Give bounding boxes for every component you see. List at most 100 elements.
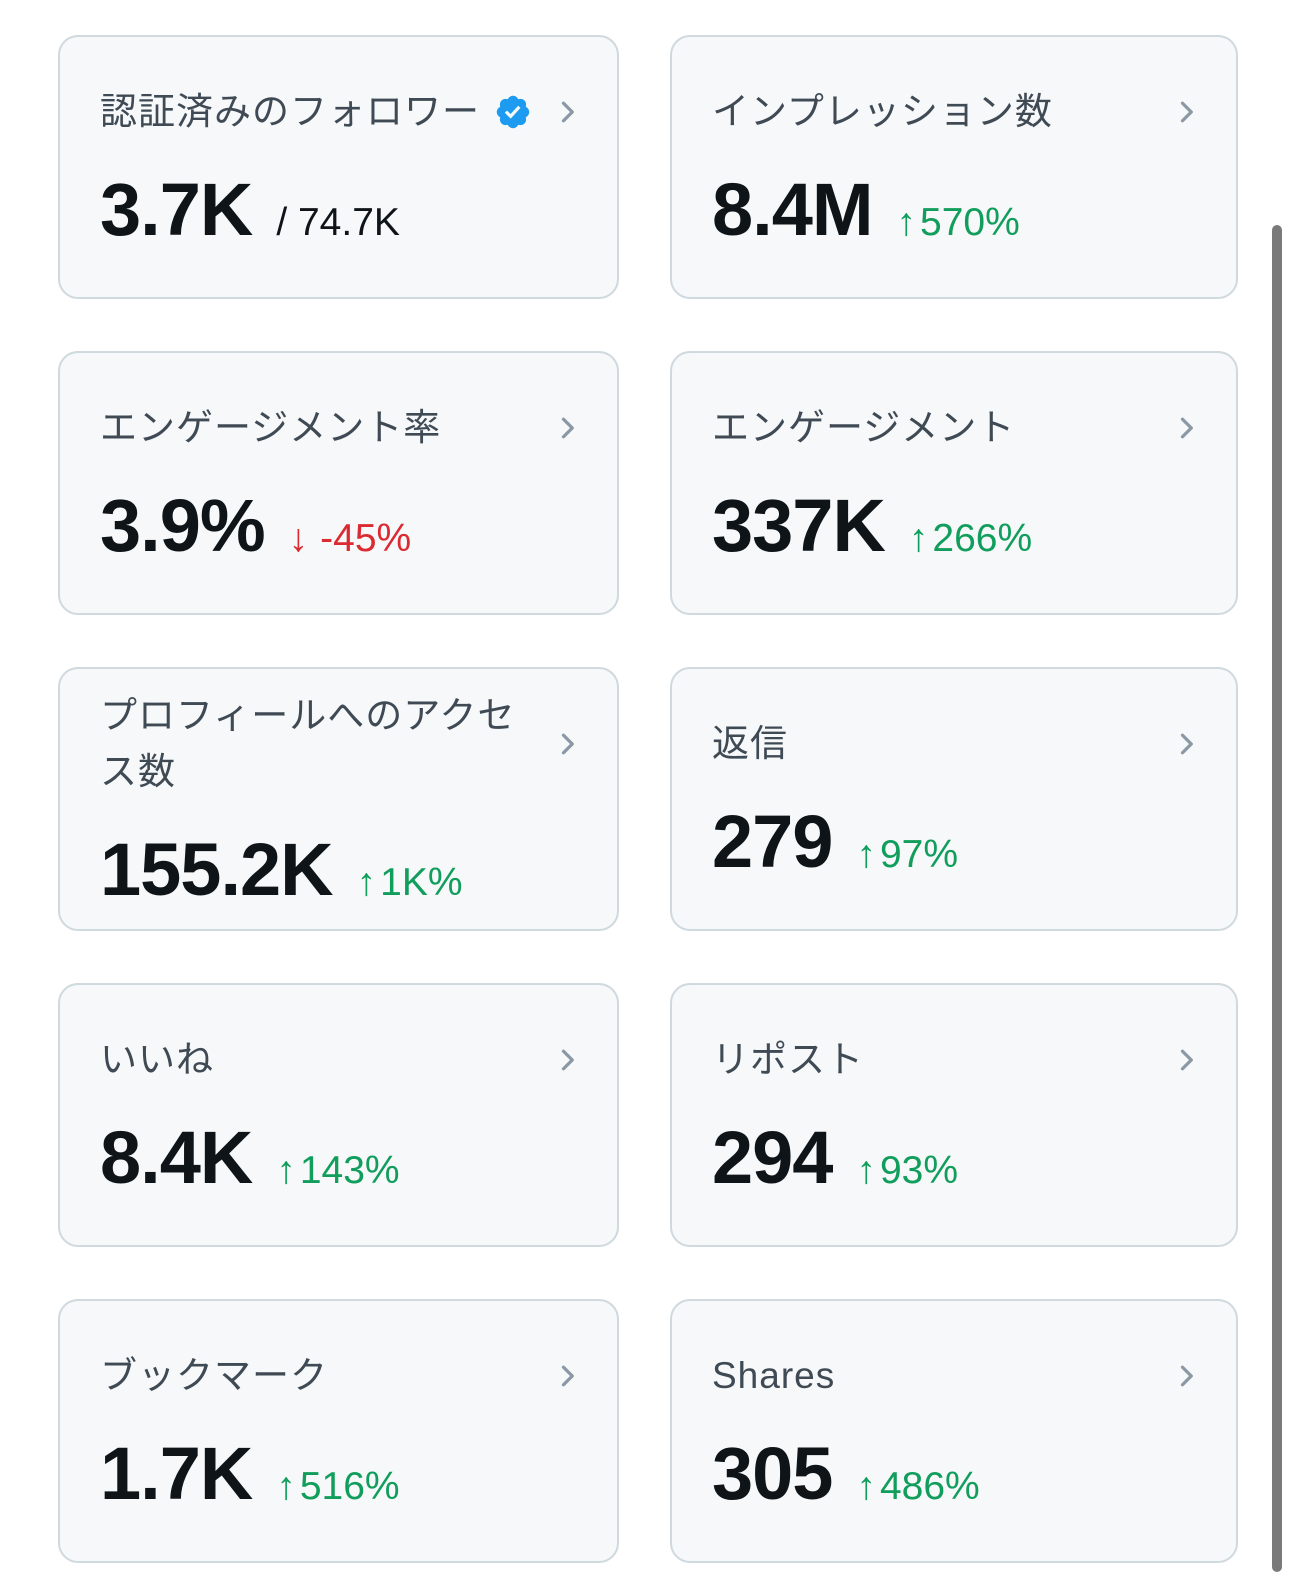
delta-value: 486% bbox=[879, 1465, 980, 1508]
metric-value-row: 279 ↑ 97% bbox=[712, 802, 1200, 882]
metric-value: 8.4M bbox=[712, 168, 874, 251]
metric-total: / 74.7K bbox=[276, 201, 400, 244]
metric-value: 305 bbox=[712, 1432, 833, 1515]
metric-delta: ↑ 266% bbox=[909, 517, 1032, 561]
metric-title: 返信 bbox=[712, 723, 788, 764]
metric-value-row: 294 ↑ 93% bbox=[712, 1118, 1200, 1198]
delta-value: 143% bbox=[299, 1149, 400, 1192]
metric-value-row: 3.7K / 74.7K bbox=[100, 170, 581, 250]
chevron-right-icon[interactable] bbox=[553, 1362, 581, 1390]
trend-arrow-icon: ↑ bbox=[276, 1465, 296, 1508]
scrollbar-thumb[interactable] bbox=[1272, 225, 1282, 1572]
metric-card-profile-visits[interactable]: プロフィールへのアクセス数 155.2K ↑ 1K% bbox=[58, 667, 619, 931]
metric-header: プロフィールへのアクセス数 bbox=[100, 688, 581, 800]
verified-badge-icon bbox=[494, 93, 532, 131]
metric-title: プロフィールへのアクセス数 bbox=[100, 695, 516, 792]
metric-card-bookmarks[interactable]: ブックマーク 1.7K ↑ 516% bbox=[58, 1299, 619, 1563]
metric-title: ブックマーク bbox=[100, 1355, 328, 1396]
metric-title: エンゲージメント bbox=[712, 407, 1016, 448]
metric-delta: ↑ 570% bbox=[897, 201, 1020, 245]
metric-title: Shares bbox=[712, 1355, 836, 1396]
metric-title: いいね bbox=[100, 1039, 214, 1080]
chevron-right-icon[interactable] bbox=[553, 1046, 581, 1074]
metric-card-impressions[interactable]: インプレッション数 8.4M ↑ 570% bbox=[670, 35, 1238, 299]
metric-title-group: エンゲージメント率 bbox=[100, 400, 441, 456]
metric-title-group: プロフィールへのアクセス数 bbox=[100, 688, 541, 800]
metric-value: 3.7K bbox=[100, 168, 253, 251]
delta-value: 97% bbox=[879, 833, 959, 876]
metric-value: 294 bbox=[712, 1116, 833, 1199]
chevron-right-icon[interactable] bbox=[1172, 98, 1200, 126]
delta-value: 1K% bbox=[380, 861, 463, 904]
trend-arrow-icon: ↑ bbox=[896, 201, 917, 244]
trend-arrow-icon: ↑ bbox=[908, 517, 929, 560]
metric-card-reposts[interactable]: リポスト 294 ↑ 93% bbox=[670, 983, 1238, 1247]
metric-header: いいね bbox=[100, 1032, 581, 1088]
metric-value-row: 155.2K ↑ 1K% bbox=[100, 830, 581, 910]
metric-card-verified-followers[interactable]: 認証済みのフォロワー 3.7K / 74.7K bbox=[58, 35, 619, 299]
metric-title: エンゲージメント率 bbox=[100, 407, 442, 448]
metric-delta: ↑ 486% bbox=[856, 1465, 979, 1509]
metric-title-group: エンゲージメント bbox=[712, 400, 1015, 456]
metric-value: 337K bbox=[712, 484, 886, 567]
metric-header: エンゲージメント bbox=[712, 400, 1200, 456]
trend-arrow-icon: ↓ bbox=[288, 517, 309, 560]
metric-value-row: 305 ↑ 486% bbox=[712, 1434, 1200, 1514]
metric-delta: ↑ 97% bbox=[856, 833, 958, 877]
delta-value: 516% bbox=[299, 1465, 400, 1508]
metric-card-likes[interactable]: いいね 8.4K ↑ 143% bbox=[58, 983, 619, 1247]
metric-delta: ↑ 93% bbox=[856, 1149, 958, 1193]
metric-header: ブックマーク bbox=[100, 1348, 581, 1404]
trend-arrow-icon: ↑ bbox=[856, 1149, 876, 1192]
metric-title: 認証済みのフォロワー bbox=[100, 91, 480, 132]
metric-value: 8.4K bbox=[100, 1116, 253, 1199]
metric-title: リポスト bbox=[712, 1039, 864, 1080]
chevron-right-icon[interactable] bbox=[553, 414, 581, 442]
metric-value-row: 1.7K ↑ 516% bbox=[100, 1434, 581, 1514]
metric-title-group: インプレッション数 bbox=[712, 84, 1053, 140]
chevron-right-icon[interactable] bbox=[1172, 730, 1200, 758]
chevron-right-icon[interactable] bbox=[1172, 414, 1200, 442]
metric-card-shares[interactable]: Shares 305 ↑ 486% bbox=[670, 1299, 1238, 1563]
chevron-right-icon[interactable] bbox=[553, 98, 581, 126]
metric-value-row: 337K ↑ 266% bbox=[712, 486, 1200, 566]
trend-arrow-icon: ↑ bbox=[276, 1149, 296, 1192]
metric-value-row: 8.4M ↑ 570% bbox=[712, 170, 1200, 250]
delta-value: -45% bbox=[320, 517, 412, 560]
metric-value: 155.2K bbox=[100, 828, 334, 911]
metric-card-engagement-rate[interactable]: エンゲージメント率 3.9% ↓ -45% bbox=[58, 351, 619, 615]
metric-card-replies[interactable]: 返信 279 ↑ 97% bbox=[670, 667, 1238, 931]
metric-header: リポスト bbox=[712, 1032, 1200, 1088]
metrics-grid: 認証済みのフォロワー 3.7K / 74.7K インプレッション数 bbox=[58, 35, 1238, 1563]
metric-title-group: ブックマーク bbox=[100, 1348, 328, 1404]
metric-value: 3.9% bbox=[100, 484, 266, 567]
trend-arrow-icon: ↑ bbox=[356, 861, 377, 904]
metric-delta: ↑ 1K% bbox=[357, 861, 463, 905]
delta-value: 570% bbox=[920, 201, 1020, 244]
metric-delta: ↑ 516% bbox=[276, 1465, 399, 1509]
metric-card-engagements[interactable]: エンゲージメント 337K ↑ 266% bbox=[670, 351, 1238, 615]
trend-arrow-icon: ↑ bbox=[856, 833, 876, 876]
metric-header: エンゲージメント率 bbox=[100, 400, 581, 456]
metric-title-group: 返信 bbox=[712, 716, 788, 772]
chevron-right-icon[interactable] bbox=[1172, 1362, 1200, 1390]
delta-value: 93% bbox=[879, 1149, 959, 1192]
metric-value-row: 3.9% ↓ -45% bbox=[100, 486, 581, 566]
metric-header: インプレッション数 bbox=[712, 84, 1200, 140]
metric-delta: ↓ -45% bbox=[289, 517, 412, 561]
metric-title-group: Shares bbox=[712, 1348, 835, 1404]
trend-arrow-icon: ↑ bbox=[856, 1465, 876, 1508]
metric-title-group: いいね bbox=[100, 1032, 214, 1088]
chevron-right-icon[interactable] bbox=[553, 730, 581, 758]
metric-value: 279 bbox=[712, 800, 833, 883]
metric-delta: ↑ 143% bbox=[276, 1149, 399, 1193]
metric-header: Shares bbox=[712, 1348, 1200, 1404]
metric-header: 認証済みのフォロワー bbox=[100, 84, 581, 140]
metric-header: 返信 bbox=[712, 716, 1200, 772]
metric-title-group: 認証済みのフォロワー bbox=[100, 84, 532, 140]
chevron-right-icon[interactable] bbox=[1172, 1046, 1200, 1074]
metric-value-row: 8.4K ↑ 143% bbox=[100, 1118, 581, 1198]
delta-value: 266% bbox=[932, 517, 1033, 560]
metric-title-group: リポスト bbox=[712, 1032, 864, 1088]
metric-title: インプレッション数 bbox=[712, 91, 1053, 132]
